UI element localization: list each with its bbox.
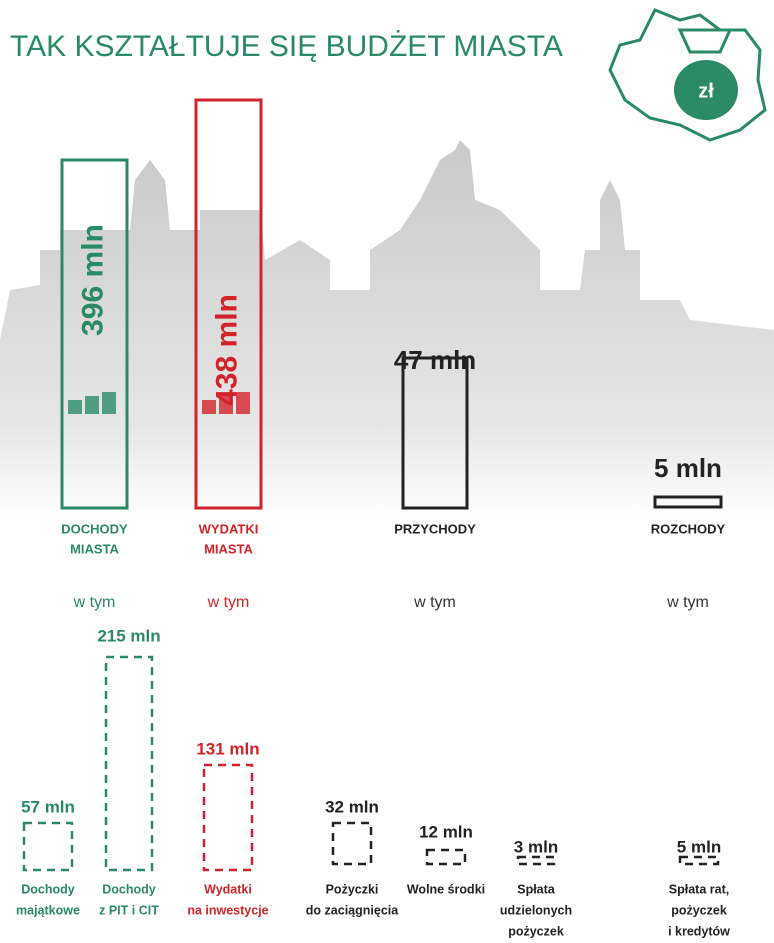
category-label: do zaciągnięcia <box>306 903 399 917</box>
amount: 5 mln <box>654 453 722 483</box>
bar-outline-dashed <box>22 821 74 872</box>
category-label: pożyczek <box>508 924 564 938</box>
bar-outline-dashed <box>425 848 467 866</box>
bar-outline-dashed <box>678 855 720 866</box>
amount: 131 mln <box>196 739 259 758</box>
category-label: WYDATKI <box>199 521 259 536</box>
skyline <box>0 140 774 520</box>
category-label: PRZYCHODY <box>394 521 476 536</box>
amount: 32 mln <box>325 797 379 816</box>
category-label: Spłata rat, <box>669 882 729 896</box>
category-label: ROZCHODY <box>651 521 726 536</box>
amount: 396 mln <box>76 224 109 336</box>
category-label: Spłata <box>517 882 556 896</box>
category-label: Dochody <box>102 882 156 896</box>
category-label: DOCHODY <box>61 521 128 536</box>
category-label: Wydatki <box>204 882 252 896</box>
bar-outline <box>653 495 723 509</box>
coins <box>219 396 233 414</box>
category-label: pożyczek <box>671 903 727 917</box>
bar-outline-dashed <box>202 763 254 872</box>
coins <box>202 400 216 414</box>
bar-outline <box>194 98 263 510</box>
bar-outline <box>60 158 129 510</box>
category-label: Pożyczki <box>326 882 379 896</box>
category-label: z PIT i CIT <box>99 903 159 917</box>
note: w tym <box>666 594 709 611</box>
amount: 12 mln <box>419 822 473 841</box>
category-label: udzielonych <box>500 903 572 917</box>
category-label: majątkowe <box>16 903 80 917</box>
amount: 3 mln <box>514 837 558 856</box>
bar-outline-dashed <box>331 821 373 866</box>
bar-outline <box>401 356 469 510</box>
coins <box>85 396 99 414</box>
category-label: i kredytów <box>668 924 730 938</box>
bar-outline-dashed <box>516 855 556 866</box>
category-label: MIASTA <box>204 541 253 556</box>
category-label: Wolne środki <box>407 882 485 896</box>
amount: 438 mln <box>210 294 243 406</box>
bar-outline-dashed <box>104 655 154 872</box>
coins <box>102 392 116 414</box>
coins <box>236 392 250 414</box>
amount: 47 mln <box>394 345 476 375</box>
logo: zł <box>608 8 767 142</box>
amount: 5 mln <box>677 837 721 856</box>
amount: 215 mln <box>97 626 160 645</box>
category-label: Dochody <box>21 882 75 896</box>
coins <box>68 400 82 414</box>
logo-text: zł <box>698 80 714 102</box>
category-label: MIASTA <box>70 541 119 556</box>
title: TAK KSZTAŁTUJE SIĘ BUDŻET MIASTA <box>10 30 563 63</box>
note: w tym <box>73 594 116 611</box>
amount: 57 mln <box>21 797 75 816</box>
category-label: na inwestycje <box>187 903 268 917</box>
note: w tym <box>207 594 250 611</box>
note: w tym <box>413 594 456 611</box>
